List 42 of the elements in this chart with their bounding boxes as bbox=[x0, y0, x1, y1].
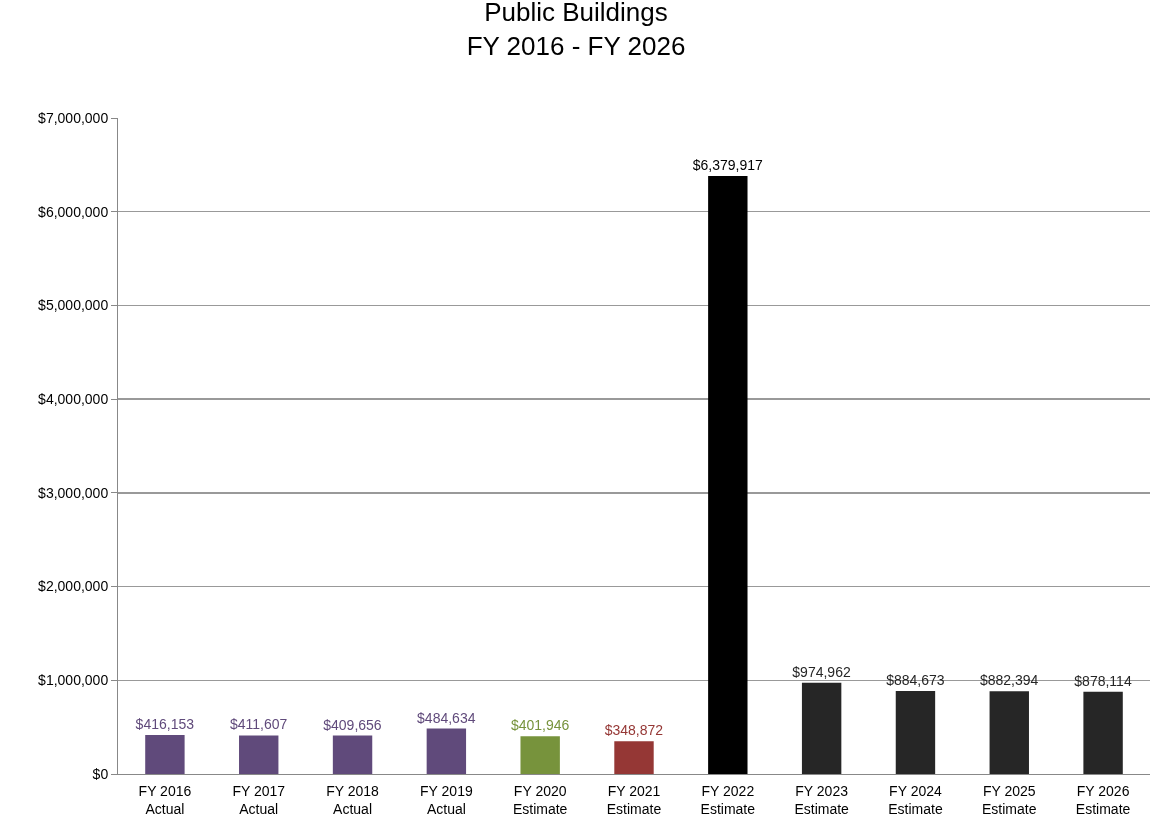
bar bbox=[145, 735, 185, 774]
x-tick-label: FY 2024 Estimate bbox=[888, 782, 943, 817]
bar bbox=[989, 691, 1029, 774]
y-tick-label: $1,000,000 bbox=[38, 672, 109, 689]
bar bbox=[239, 735, 279, 774]
bar bbox=[895, 691, 936, 774]
data-label: $348,872 bbox=[604, 722, 664, 739]
data-label: $409,656 bbox=[323, 716, 382, 733]
data-label: $878,114 bbox=[1074, 672, 1132, 689]
x-tick-label: FY 2023 Estimate bbox=[794, 782, 850, 817]
bar bbox=[332, 735, 373, 774]
bar bbox=[614, 741, 654, 774]
y-tick-label: $3,000,000 bbox=[38, 484, 109, 501]
data-label: $6,379,917 bbox=[692, 157, 763, 174]
data-label: $882,394 bbox=[979, 672, 1039, 689]
bar bbox=[426, 728, 467, 774]
x-tick-label: FY 2019 Actual bbox=[420, 782, 473, 817]
x-tick-label: FY 2021 Estimate bbox=[606, 782, 662, 817]
y-tick-label: $2,000,000 bbox=[38, 578, 109, 595]
y-tick-label: $4,000,000 bbox=[38, 391, 109, 408]
x-tick-label: FY 2018 Actual bbox=[326, 782, 380, 817]
data-label: $884,673 bbox=[886, 672, 945, 689]
bar bbox=[1083, 691, 1123, 774]
bar bbox=[801, 682, 842, 774]
data-label: $484,634 bbox=[417, 709, 476, 726]
bar bbox=[708, 176, 748, 774]
y-tick-label: $7,000,000 bbox=[38, 109, 109, 126]
x-tick-label: FY 2016 Actual bbox=[138, 782, 192, 817]
chart-title: Public Buildings FY 2016 - FY 2026 bbox=[466, 0, 686, 61]
x-tick-label: FY 2026 Estimate bbox=[1075, 782, 1131, 817]
x-tick-label: FY 2025 Estimate bbox=[982, 782, 1037, 817]
data-label: $416,153 bbox=[135, 716, 195, 732]
x-tick-label: FY 2017 Actual bbox=[232, 782, 286, 817]
y-tick-label: $5,000,000 bbox=[38, 297, 109, 314]
y-tick-label: $6,000,000 bbox=[38, 203, 109, 220]
data-label: $974,962 bbox=[792, 663, 851, 680]
x-tick-label: FY 2020 Estimate bbox=[512, 782, 568, 817]
x-tick-label: FY 2022 Estimate bbox=[700, 782, 756, 817]
y-tick-label: $0 bbox=[92, 765, 109, 782]
bar bbox=[520, 736, 560, 774]
data-label: $411,607 bbox=[229, 716, 288, 733]
data-label: $401,946 bbox=[510, 717, 570, 734]
